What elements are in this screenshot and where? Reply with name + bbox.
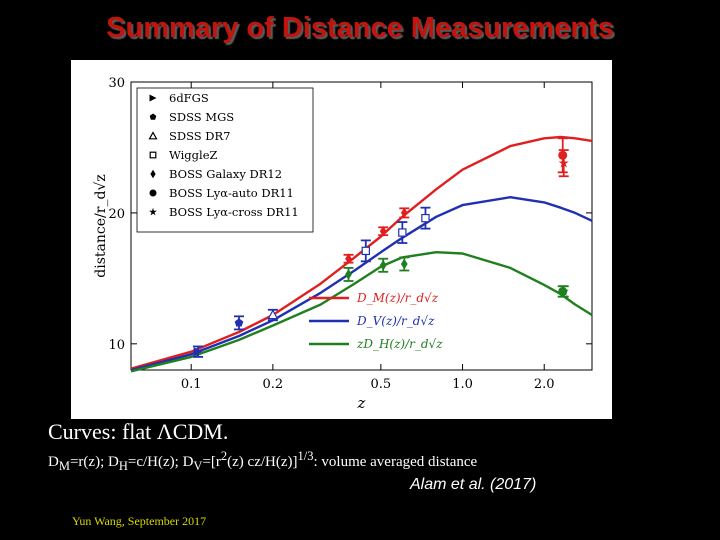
distance-chart: 0.1 0.2 0.5 1.0 2.0 10 20 30 z distance/r_d√z 6dFG… xyxy=(93,76,593,412)
y-axis-label: distance/r_d√z xyxy=(93,174,109,277)
dv-definition-part1: =[r xyxy=(202,454,221,470)
y-tick-label: 30 xyxy=(108,76,125,91)
distance-definitions: DM=r(z); DH=c/H(z); DV=[r2(z) cz/H(z)]1/… xyxy=(48,449,477,474)
x-axis-label: z xyxy=(357,394,366,412)
dv-superscript-2: 1/3 xyxy=(297,449,314,463)
marker-legend-label: WiggleZ xyxy=(169,148,218,162)
marker-legend-box xyxy=(136,87,314,233)
dm-subscript: M xyxy=(58,459,70,473)
marker-legend-label: BOSS Lyα-auto DR11 xyxy=(169,186,294,200)
data-point xyxy=(379,225,387,237)
data-point xyxy=(421,213,430,223)
marker-legend-label: SDSS DR7 xyxy=(169,129,231,143)
x-tick-label: 0.5 xyxy=(371,377,392,392)
data-point xyxy=(400,207,408,219)
data-point xyxy=(400,258,408,270)
curve-legend-label: D_M(z)/r_d√z xyxy=(356,291,439,305)
curves-caption: Curves: flat ΛCDM. xyxy=(48,419,229,444)
data-point xyxy=(379,259,387,271)
data-point xyxy=(398,228,407,237)
footer-author-date: Yun Wang, September 2017 xyxy=(72,514,207,528)
dh-subscript: H xyxy=(118,459,128,473)
dv-symbol: D xyxy=(182,454,194,470)
marker-legend-label: BOSS Galaxy DR12 xyxy=(169,167,282,181)
data-point xyxy=(149,94,157,102)
dv-superscript-1: 2 xyxy=(220,449,228,463)
citation: Alam et al. (2017) xyxy=(410,476,537,493)
marker-legend-label: 6dFGS xyxy=(169,91,209,105)
slide-title: Summary of Distance Measurements xyxy=(106,12,614,44)
data-point xyxy=(558,286,569,296)
x-tick-label: 1.0 xyxy=(452,377,473,392)
marker-legend-label: SDSS MGS xyxy=(169,110,234,124)
data-point xyxy=(345,253,352,265)
dh-symbol: D xyxy=(108,454,119,470)
distance-chart-figure: 0.1 0.2 0.5 1.0 2.0 10 20 30 z distance/r_d√z 6dFG… xyxy=(71,60,612,419)
curve-legend-label: zD_H(z)/r_d√z xyxy=(356,337,443,351)
data-point xyxy=(558,157,569,168)
data-point xyxy=(345,269,352,280)
dv-definition-part3: : volume averaged distance xyxy=(313,454,478,470)
x-tick-label: 2.0 xyxy=(534,377,555,392)
x-tick-label: 0.2 xyxy=(263,377,284,392)
data-point xyxy=(148,131,158,140)
data-point xyxy=(361,246,370,256)
data-point xyxy=(149,113,157,120)
dm-definition: =r(z); xyxy=(69,454,108,470)
x-tick-label: 0.1 xyxy=(181,377,202,392)
data-point xyxy=(558,150,568,160)
curve-legend-label: D_V(z)/r_d√z xyxy=(356,314,435,328)
data-point xyxy=(193,347,203,357)
dh-definition: =c/H(z); xyxy=(127,454,183,470)
dv-subscript: V xyxy=(193,459,203,473)
data-point xyxy=(149,151,157,159)
dm-symbol: D xyxy=(48,454,59,470)
marker-legend-label: BOSS Lyα-cross DR11 xyxy=(169,205,299,219)
data-point xyxy=(267,309,279,320)
y-tick-label: 20 xyxy=(108,207,125,222)
data-point xyxy=(149,207,157,216)
dv-definition-part2: (z) cz/H(z)] xyxy=(227,454,298,470)
data-point xyxy=(234,318,244,327)
data-point xyxy=(149,189,157,197)
y-tick-label: 10 xyxy=(108,338,125,353)
